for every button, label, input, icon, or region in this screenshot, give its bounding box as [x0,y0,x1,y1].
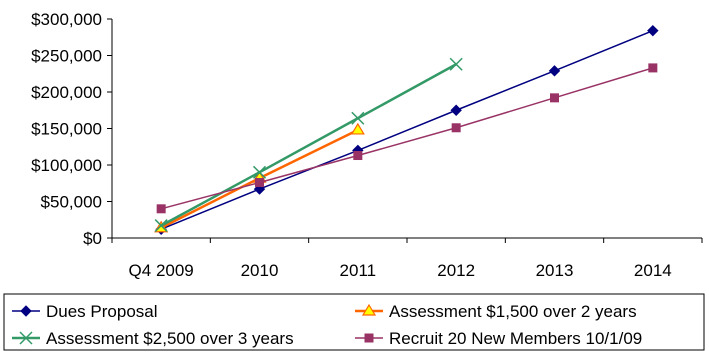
chart-legend: Dues Proposal Assessment $1,500 over 2 ye… [3,293,705,351]
legend-entry: Recruit 20 New Members 10/1/09 [355,329,642,348]
x-tick-label: 2012 [437,261,475,280]
data-point [255,178,264,188]
series-0 [155,24,659,235]
data-point [449,57,463,71]
y-tick-label: $150,000 [31,120,102,139]
series-line [160,29,654,230]
legend-label: Assessment $2,500 over 3 years [46,329,294,348]
legend-label: Dues Proposal [46,302,158,321]
data-point [451,123,461,133]
data-point [252,165,267,179]
series-line [160,63,457,227]
x-tick-label: 2011 [340,261,377,280]
legend-marker [19,331,33,345]
y-tick-label: $50,000 [41,193,102,212]
chart-series [154,24,659,235]
legend-label: Assessment $1,500 over 2 years [389,302,637,321]
data-point [353,151,363,161]
data-point [350,122,365,135]
series-2 [154,57,463,233]
data-point [351,111,365,125]
legend-box [3,293,705,351]
data-point [648,63,658,73]
data-point [156,204,166,214]
legend-marker [364,333,374,343]
legend-marker [361,303,377,316]
data-point [550,93,559,103]
legend-marker [20,305,32,317]
series-line [160,67,654,210]
y-tick-label: $0 [83,229,102,248]
x-tick-label: 2014 [634,261,672,280]
series-3 [156,63,658,214]
data-point [548,65,561,77]
legend-entry: Dues Proposal [12,302,158,321]
y-tick-label: $300,000 [31,10,102,29]
x-tick-label: 2010 [241,261,279,280]
y-tick-label: $200,000 [31,83,102,102]
legend-entry: Assessment $1,500 over 2 years [355,302,637,321]
data-point [450,104,462,116]
data-point [647,24,659,37]
y-tick-label: $250,000 [31,47,102,66]
chart-axes: $0 $50,000 $100,000 $150,000 $200,000 $250,00… [31,10,703,280]
series-1 [154,122,365,233]
data-point [154,219,168,233]
legend-entry: Assessment $2,500 over 3 years [12,329,294,348]
x-tick-label: Q4 2009 [129,261,194,280]
x-tick-label: 2013 [536,261,574,280]
y-tick-label: $100,000 [31,156,102,175]
legend-label: Recruit 20 New Members 10/1/09 [389,329,642,348]
